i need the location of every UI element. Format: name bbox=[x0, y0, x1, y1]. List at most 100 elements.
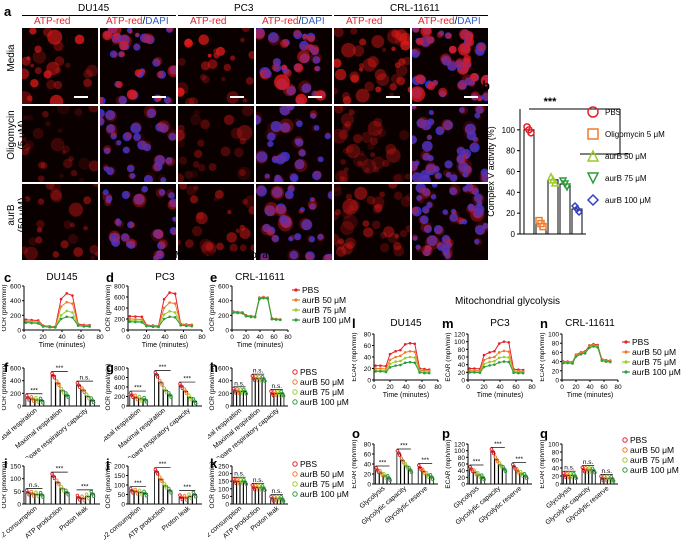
legend-label: PBS bbox=[605, 108, 621, 117]
atp-signal bbox=[140, 187, 147, 194]
y-axis-label: ECAR (mph/min) bbox=[352, 332, 358, 381]
atp-signal bbox=[167, 199, 176, 210]
atp-signal bbox=[380, 231, 388, 239]
series-point bbox=[394, 360, 397, 363]
series-point bbox=[403, 361, 407, 365]
atp-signal bbox=[434, 173, 440, 179]
atp-signal bbox=[357, 160, 363, 167]
data-point bbox=[574, 207, 584, 217]
nucleus-dot bbox=[419, 174, 431, 182]
atp-signal bbox=[298, 208, 304, 214]
panel-letter-q: q bbox=[540, 426, 548, 441]
y-tick-label: 800 bbox=[114, 366, 125, 373]
atp-signal bbox=[420, 150, 431, 161]
micrograph-cells bbox=[100, 106, 176, 182]
atp-signal bbox=[338, 170, 348, 180]
atp-signal bbox=[369, 137, 378, 146]
atp-signal bbox=[78, 157, 91, 170]
series-point bbox=[394, 349, 397, 353]
bar-3 bbox=[559, 183, 571, 235]
atp-signal bbox=[35, 236, 43, 244]
atp-signal bbox=[197, 139, 205, 147]
nucleus-dot bbox=[444, 252, 451, 259]
y-tick-label: 20 bbox=[458, 370, 466, 377]
series-point bbox=[502, 355, 506, 359]
atp-signal bbox=[297, 50, 311, 64]
nucleus-dot bbox=[294, 159, 305, 170]
data-point bbox=[431, 477, 435, 481]
atp-signal bbox=[134, 43, 140, 50]
atp-signal bbox=[324, 131, 331, 138]
bar bbox=[85, 496, 91, 505]
bar bbox=[76, 384, 82, 407]
series-point bbox=[403, 351, 407, 354]
y-tick-label: 600 bbox=[218, 366, 229, 373]
atp-signal bbox=[334, 128, 347, 144]
series-point bbox=[493, 359, 496, 363]
series-point bbox=[502, 360, 506, 363]
series-line bbox=[469, 341, 524, 371]
significance-label: *** bbox=[30, 387, 38, 394]
atp-signal bbox=[400, 196, 410, 208]
chart-l-ecar-du145: DU145 0 20 40 60 80 0 20 40 60 80 Time (minutes) ECA… bbox=[352, 318, 442, 399]
atp-signal bbox=[469, 142, 478, 152]
atp-signal bbox=[221, 76, 226, 82]
series-point bbox=[128, 320, 132, 324]
series-point bbox=[151, 325, 155, 328]
atp-signal bbox=[345, 193, 353, 201]
bar bbox=[158, 478, 164, 505]
atp-signal bbox=[373, 166, 379, 173]
atp-signal bbox=[455, 58, 466, 69]
atp-signal bbox=[432, 165, 440, 173]
nucleus-dot bbox=[428, 109, 434, 115]
bar bbox=[187, 496, 193, 505]
legend-marker bbox=[624, 350, 628, 354]
atp-signal bbox=[482, 91, 488, 101]
atp-signal bbox=[334, 106, 344, 114]
bar bbox=[39, 494, 45, 505]
series-point bbox=[168, 291, 171, 294]
atp-signal bbox=[420, 28, 432, 37]
atp-signal bbox=[263, 173, 271, 181]
legend-label: aurB 100 μM bbox=[605, 196, 651, 205]
nucleus-dot bbox=[317, 156, 324, 163]
nucleus-dot bbox=[102, 189, 109, 196]
nucleus-dot bbox=[152, 58, 161, 67]
legend-label: aurB 100 μM bbox=[630, 465, 679, 475]
y-tick-label: 20 bbox=[552, 368, 560, 375]
atp-signal bbox=[420, 221, 432, 233]
atp-signal bbox=[374, 68, 387, 81]
atp-signal bbox=[184, 97, 195, 104]
significance-label: n.s. bbox=[272, 488, 283, 495]
cell-line-bracket bbox=[22, 15, 176, 16]
micrograph-cells bbox=[334, 184, 410, 257]
series-point bbox=[374, 364, 377, 367]
atp-signal bbox=[421, 141, 433, 153]
legend-label: aurB 75 μM bbox=[630, 455, 674, 465]
atp-signal bbox=[167, 129, 176, 141]
micrograph-cells bbox=[256, 28, 326, 104]
atp-signal bbox=[361, 131, 373, 143]
bar-2 bbox=[547, 179, 559, 235]
panel-letter-d: d bbox=[106, 270, 114, 285]
atp-signal bbox=[27, 114, 34, 121]
micrograph-cells bbox=[412, 28, 488, 102]
significance-label: n.s. bbox=[29, 482, 40, 489]
data-point bbox=[409, 470, 414, 474]
micrograph-atp-red bbox=[334, 28, 410, 104]
legend-label: PBS bbox=[300, 367, 317, 377]
nucleus-dot bbox=[298, 149, 306, 157]
atp-signal bbox=[248, 206, 254, 215]
nucleus-dot bbox=[139, 33, 150, 43]
series-point bbox=[30, 321, 33, 325]
nucleus-dot bbox=[449, 213, 459, 222]
legend-marker bbox=[622, 437, 628, 443]
micrograph-merge bbox=[256, 28, 332, 104]
series-point bbox=[59, 297, 63, 301]
atp-signal bbox=[359, 150, 365, 156]
series-point bbox=[253, 315, 257, 319]
atp-signal bbox=[389, 92, 394, 97]
atp-signal bbox=[358, 63, 364, 69]
atp-signal bbox=[70, 169, 78, 177]
atp-signal bbox=[335, 246, 347, 257]
